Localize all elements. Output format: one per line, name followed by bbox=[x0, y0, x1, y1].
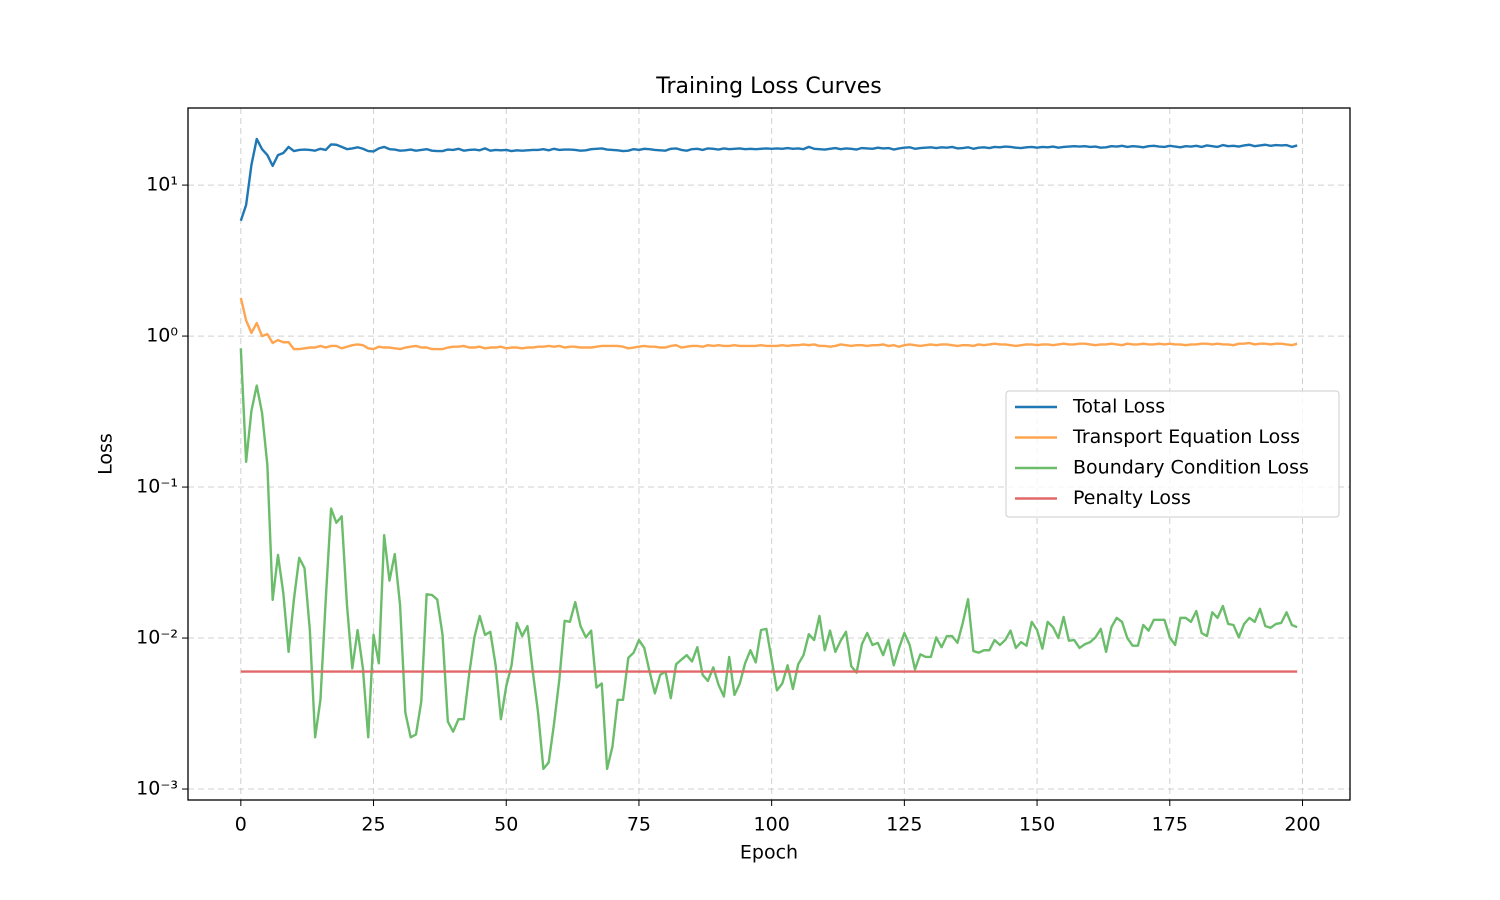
plot-frame bbox=[187, 107, 1351, 801]
legend-label: Transport Equation Loss bbox=[1072, 426, 1300, 448]
plot-lines bbox=[239, 137, 1298, 771]
series-line bbox=[239, 137, 1298, 222]
x-axis-label: Epoch bbox=[740, 842, 798, 864]
y-tick-label: 10⁻¹ bbox=[136, 476, 178, 498]
x-tick-label: 175 bbox=[1152, 814, 1188, 836]
x-tick-label: 75 bbox=[627, 814, 651, 836]
y-tick-label: 10¹ bbox=[146, 174, 178, 196]
series-line bbox=[239, 348, 1298, 771]
legend-box bbox=[1005, 390, 1340, 518]
x-tick-label: 50 bbox=[494, 814, 518, 836]
y-tick-label: 10⁻² bbox=[136, 627, 178, 649]
legend-label: Boundary Condition Loss bbox=[1073, 457, 1309, 479]
y-axis-label: Loss bbox=[95, 433, 117, 475]
x-tick-label: 25 bbox=[361, 814, 385, 836]
y-tick-label: 10⁰ bbox=[146, 325, 178, 347]
y-tick-label: 10⁻³ bbox=[136, 778, 178, 800]
x-tick-label: 100 bbox=[754, 814, 790, 836]
x-tick-label: 150 bbox=[1019, 814, 1055, 836]
legend: Total Loss Transport Equation Loss Boundar… bbox=[1005, 390, 1340, 518]
legend-label: Penalty Loss bbox=[1073, 487, 1191, 509]
chart-title: Training Loss Curves bbox=[655, 74, 881, 99]
x-tick-label: 125 bbox=[886, 814, 922, 836]
x-tick-label: 200 bbox=[1284, 814, 1320, 836]
x-tick-label: 0 bbox=[235, 814, 247, 836]
series-line bbox=[239, 297, 1298, 351]
legend-label: Total Loss bbox=[1072, 396, 1165, 418]
